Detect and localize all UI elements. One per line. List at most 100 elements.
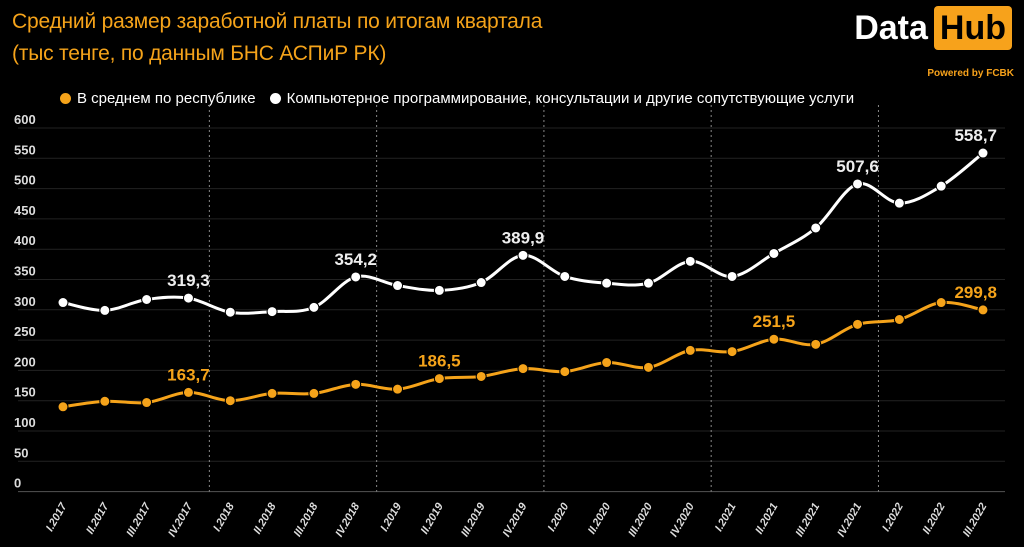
data-point-0 bbox=[935, 297, 947, 309]
data-point-1 bbox=[99, 304, 111, 316]
data-point-1 bbox=[475, 277, 487, 289]
data-label: 558,7 bbox=[954, 126, 997, 145]
y-tick-label: 600 bbox=[14, 112, 36, 127]
data-point-1 bbox=[642, 277, 654, 289]
y-tick-label: 200 bbox=[14, 354, 36, 369]
data-label: 163,7 bbox=[167, 365, 210, 384]
data-point-0 bbox=[977, 304, 989, 316]
x-tick-label: I.2020 bbox=[546, 500, 572, 533]
data-point-0 bbox=[852, 318, 864, 330]
logo-data: Data bbox=[854, 8, 928, 47]
data-point-1 bbox=[392, 280, 404, 292]
datahub-logo: Data Hub bbox=[854, 6, 1012, 50]
data-point-1 bbox=[266, 306, 278, 318]
y-tick-label: 450 bbox=[14, 203, 36, 218]
data-point-0 bbox=[57, 401, 69, 413]
data-point-0 bbox=[350, 378, 362, 390]
data-point-0 bbox=[642, 361, 654, 373]
x-tick-label: II.2021 bbox=[753, 501, 780, 536]
x-tick-label: III.2021 bbox=[794, 501, 823, 539]
data-point-0 bbox=[559, 366, 571, 378]
data-point-0 bbox=[810, 338, 822, 350]
data-point-1 bbox=[601, 277, 613, 289]
y-tick-label: 300 bbox=[14, 294, 36, 309]
x-tick-label: II.2022 bbox=[921, 501, 948, 536]
data-point-1 bbox=[224, 306, 236, 318]
y-tick-label: 350 bbox=[14, 264, 36, 279]
x-tick-label: IV.2017 bbox=[166, 500, 195, 539]
legend-label-avg: В среднем по республике bbox=[77, 90, 256, 107]
y-tick-label: 100 bbox=[14, 415, 36, 430]
x-tick-label: I.2018 bbox=[211, 500, 237, 533]
x-tick-label: I.2019 bbox=[378, 500, 404, 533]
data-point-1 bbox=[350, 271, 362, 283]
x-tick-label: IV.2019 bbox=[501, 500, 530, 539]
x-tick-label: II.2017 bbox=[84, 500, 112, 536]
data-point-0 bbox=[768, 333, 780, 345]
data-label: 251,5 bbox=[753, 312, 796, 331]
chart-subtitle: (тыс тенге, по данным БНС АСПиР РК) bbox=[12, 42, 387, 65]
data-point-1 bbox=[768, 247, 780, 259]
x-tick-label: II.2020 bbox=[586, 500, 614, 536]
data-point-1 bbox=[684, 255, 696, 267]
data-point-1 bbox=[977, 147, 989, 159]
data-point-0 bbox=[224, 395, 236, 407]
y-tick-label: 550 bbox=[14, 142, 36, 157]
data-label: 354,2 bbox=[334, 250, 377, 269]
x-tick-label: III.2019 bbox=[459, 500, 488, 539]
x-tick-label: IV.2018 bbox=[333, 500, 362, 539]
y-tick-label: 400 bbox=[14, 233, 36, 248]
legend: В среднем по республике Компьютерное про… bbox=[60, 90, 854, 107]
y-tick-label: 0 bbox=[14, 476, 21, 491]
data-label: 389,9 bbox=[502, 228, 545, 247]
data-point-1 bbox=[559, 270, 571, 282]
chart-title: Средний размер заработной платы по итога… bbox=[12, 10, 543, 33]
data-point-0 bbox=[99, 395, 111, 407]
legend-swatch-it bbox=[269, 93, 281, 104]
data-point-0 bbox=[266, 387, 278, 399]
legend-label-it: Компьютерное программирование, консульта… bbox=[286, 90, 855, 107]
data-point-1 bbox=[726, 270, 738, 282]
data-point-0 bbox=[726, 346, 738, 358]
x-tick-label: III.2017 bbox=[124, 500, 153, 539]
x-tick-label: II.2018 bbox=[251, 500, 279, 536]
data-point-1 bbox=[893, 197, 905, 209]
series-line-0 bbox=[62, 300, 984, 409]
data-point-1 bbox=[852, 178, 864, 190]
data-label: 319,3 bbox=[167, 271, 210, 290]
data-point-1 bbox=[308, 301, 320, 313]
data-label: 507,6 bbox=[836, 157, 879, 176]
data-point-1 bbox=[433, 284, 445, 296]
data-point-0 bbox=[182, 386, 194, 398]
data-point-0 bbox=[141, 397, 153, 409]
x-tick-label: II.2019 bbox=[419, 500, 447, 536]
data-point-1 bbox=[935, 180, 947, 192]
y-tick-label: 500 bbox=[14, 173, 36, 188]
legend-swatch-avg bbox=[60, 93, 71, 104]
data-label: 186,5 bbox=[418, 352, 461, 371]
data-point-0 bbox=[684, 344, 696, 356]
data-point-0 bbox=[517, 363, 529, 375]
y-tick-label: 50 bbox=[14, 445, 28, 460]
data-point-0 bbox=[601, 357, 613, 369]
data-point-0 bbox=[392, 383, 404, 395]
y-tick-label: 150 bbox=[14, 385, 36, 400]
x-tick-label: IV.2021 bbox=[835, 501, 864, 539]
powered-by: Powered by FCBK bbox=[927, 68, 1014, 79]
data-point-0 bbox=[433, 373, 445, 385]
data-point-1 bbox=[57, 297, 69, 309]
data-point-1 bbox=[517, 249, 529, 261]
data-point-1 bbox=[810, 222, 822, 234]
data-point-1 bbox=[182, 292, 194, 304]
x-tick-label: III.2018 bbox=[292, 500, 321, 539]
data-label: 299,8 bbox=[954, 283, 997, 302]
data-point-0 bbox=[308, 387, 320, 399]
x-tick-label: I.2022 bbox=[880, 501, 906, 533]
x-tick-label: III.2020 bbox=[626, 500, 655, 539]
x-tick-label: I.2017 bbox=[44, 500, 70, 533]
data-point-1 bbox=[141, 293, 153, 305]
y-tick-label: 250 bbox=[14, 324, 36, 339]
x-tick-label: III.2022 bbox=[961, 501, 990, 539]
data-point-0 bbox=[893, 313, 905, 325]
